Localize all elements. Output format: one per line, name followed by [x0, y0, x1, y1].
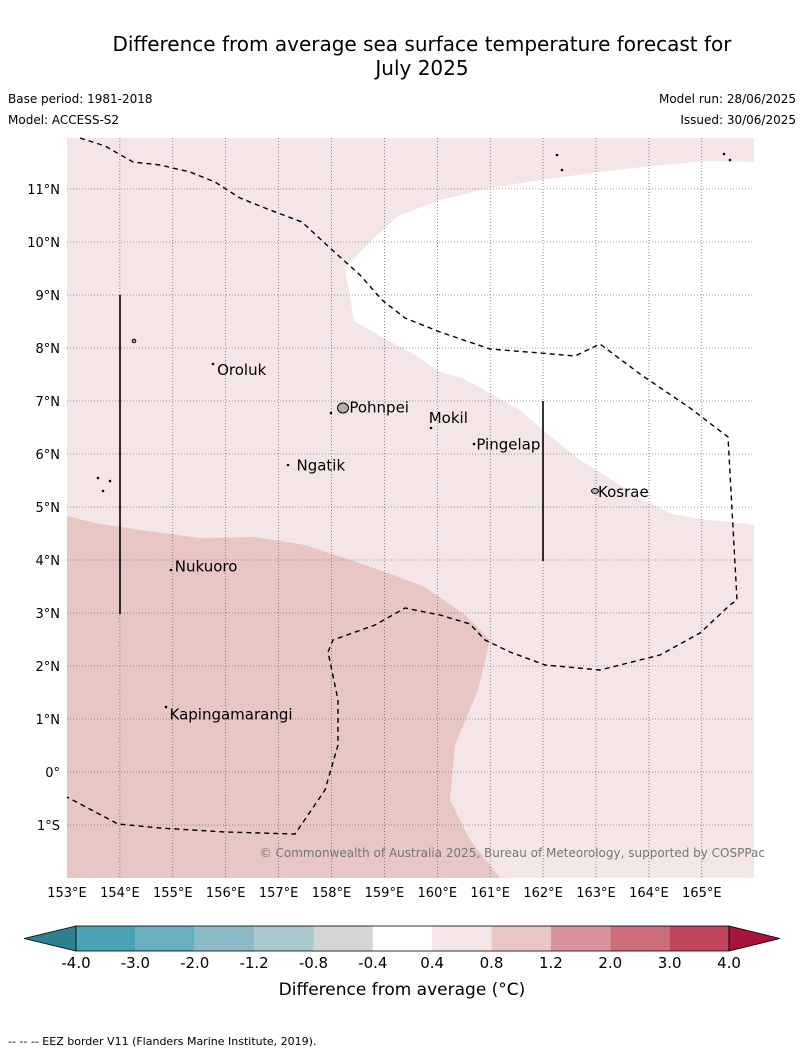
- lon-tick-label: 155°E: [153, 886, 193, 901]
- colorbar-tick-label: 0.4: [420, 954, 444, 972]
- colorbar: -4.0 -3.0 -2.0 -1.2 -0.8 -0.4 0.4 0.8 1.2 2.0 3.0 4…: [23, 925, 781, 972]
- islands: [96, 152, 732, 709]
- eez-border: [66, 137, 738, 835]
- colorbar-swatch: [194, 926, 255, 951]
- colorbar-swatch: [313, 926, 373, 951]
- colorbar-swatch: [550, 926, 611, 951]
- lon-tick-label: 153°E: [47, 886, 87, 901]
- lat-tick-label: 8°N: [36, 342, 61, 357]
- anomaly-region-0.8-1.2: [67, 516, 500, 878]
- islet: [555, 153, 559, 157]
- islet: [108, 479, 112, 483]
- anomaly-region-near-average: [345, 161, 754, 525]
- lat-tick-label: 1°S: [37, 819, 60, 834]
- model-name: Model: ACCESS-S2: [8, 113, 120, 127]
- islet: [164, 705, 168, 709]
- colorbar-tick-label: 1.2: [539, 954, 563, 972]
- place-label: Mokil: [429, 409, 468, 427]
- colorbar-swatch: [432, 926, 492, 951]
- lat-tick-label: 10°N: [27, 236, 60, 251]
- lon-tick-label: 165°E: [682, 886, 722, 901]
- latitude-labels: 11°N 10°N 9°N 8°N 7°N 6°N 5°N 4°N 3°N 2°N 1°N 0° 1°S: [27, 183, 60, 834]
- colorbar-tick-label: -3.0: [121, 954, 150, 972]
- title-line-1: Difference from average sea surface temp…: [112, 32, 732, 56]
- copyright-notice: © Commonwealth of Australia 2025, Bureau…: [260, 846, 765, 860]
- colorbar-tick-label: -0.8: [299, 954, 328, 972]
- lat-tick-label: 3°N: [36, 607, 61, 622]
- issued-date: Issued: 30/06/2025: [680, 113, 796, 127]
- title-line-2: July 2025: [375, 56, 469, 80]
- lat-tick-label: 6°N: [36, 448, 61, 463]
- longitude-labels: 153°E 154°E 155°E 156°E 157°E 158°E 159°E 160°E…: [47, 886, 721, 901]
- lon-tick-label: 159°E: [365, 886, 405, 901]
- colorbar-tick-label: 4.0: [717, 954, 741, 972]
- place-label: Kosrae: [598, 483, 649, 501]
- colorbar-tick-label: -1.2: [239, 954, 268, 972]
- colorbar-tick-label: -2.0: [180, 954, 209, 972]
- eez-legend-note: -- -- -- EEZ border V11 (Flanders Marine…: [8, 1035, 317, 1048]
- colorbar-swatch: [610, 926, 670, 951]
- place-labels: Oroluk Pohnpei Mokil Pingelap Ngatik Kosrae Nu…: [170, 361, 649, 724]
- model-run: Model run: 28/06/2025: [658, 92, 796, 106]
- islet: [472, 442, 476, 446]
- colorbar-swatch: [254, 926, 314, 951]
- lon-tick-label: 163°E: [576, 886, 616, 901]
- islet: [96, 476, 100, 480]
- place-label: Nukuoro: [175, 557, 238, 575]
- lat-tick-label: 5°N: [36, 501, 61, 516]
- islet: [169, 568, 173, 572]
- place-label: Oroluk: [217, 361, 266, 379]
- islet: [131, 338, 137, 344]
- colorbar-tick-label: 2.0: [598, 954, 622, 972]
- place-label: Pingelap: [476, 435, 540, 453]
- lat-tick-label: 2°N: [36, 660, 61, 675]
- colorbar-swatch: [372, 926, 433, 951]
- colorbar-extend-low: [23, 925, 77, 952]
- place-label: Kapingamarangi: [170, 706, 293, 724]
- islet: [329, 411, 333, 415]
- colorbar-swatch: [76, 926, 136, 951]
- colorbar-extend-high: [728, 925, 781, 952]
- place-label: Ngatik: [296, 457, 345, 475]
- lat-tick-label: 9°N: [36, 289, 61, 304]
- lon-tick-label: 162°E: [523, 886, 563, 901]
- islet: [728, 158, 732, 162]
- colorbar-swatch: [491, 926, 551, 951]
- islet: [211, 362, 215, 366]
- lon-tick-label: 164°E: [629, 886, 669, 901]
- lon-tick-label: 156°E: [206, 886, 246, 901]
- colorbar-swatch: [669, 926, 729, 951]
- base-period: Base period: 1981-2018: [8, 92, 153, 106]
- islet: [722, 152, 726, 156]
- pohnpei-island: [337, 402, 349, 414]
- lat-tick-label: 11°N: [27, 183, 60, 198]
- islet: [429, 426, 433, 430]
- lon-tick-label: 154°E: [100, 886, 140, 901]
- kosrae-island: [591, 488, 599, 494]
- lon-tick-label: 161°E: [470, 886, 510, 901]
- lat-tick-label: 1°N: [36, 713, 61, 728]
- lon-tick-label: 157°E: [259, 886, 299, 901]
- colorbar-tick-label: -4.0: [61, 954, 90, 972]
- lat-tick-label: 7°N: [36, 395, 61, 410]
- lat-tick-label: 0°: [45, 766, 60, 781]
- colorbar-label: Difference from average (°C): [278, 980, 526, 1000]
- colorbar-swatch: [135, 926, 195, 951]
- place-label: Pohnpei: [349, 398, 409, 416]
- lon-tick-label: 160°E: [418, 886, 458, 901]
- colorbar-tick-label: -0.4: [358, 954, 387, 972]
- islet: [286, 463, 290, 467]
- colorbar-tick-label: 0.8: [480, 954, 504, 972]
- colorbar-tick-label: 3.0: [658, 954, 682, 972]
- islet: [560, 168, 564, 172]
- islet: [101, 489, 105, 493]
- lat-tick-label: 4°N: [36, 554, 61, 569]
- map-title: Difference from average sea surface temp…: [40, 32, 804, 80]
- lon-tick-label: 158°E: [312, 886, 352, 901]
